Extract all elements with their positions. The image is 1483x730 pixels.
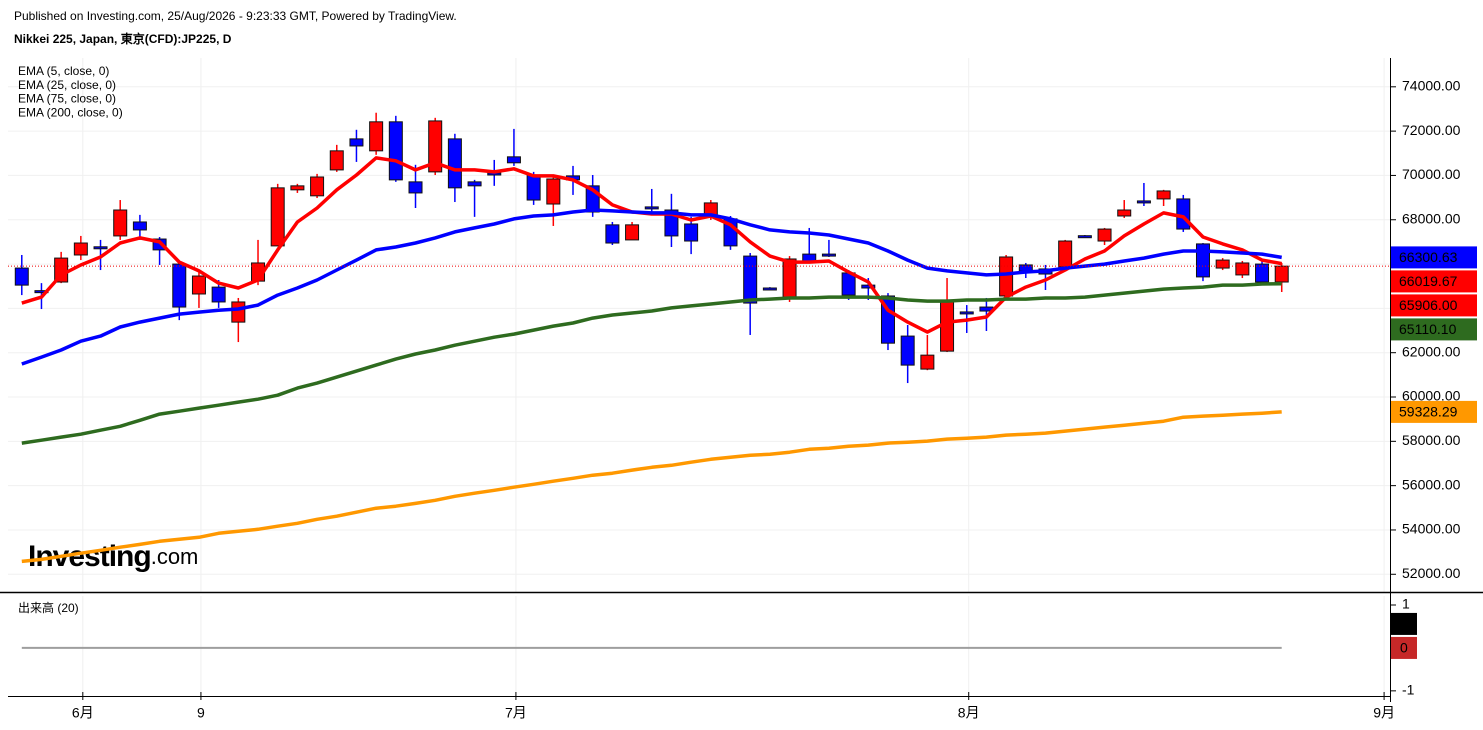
y-tick-label: 58000.00 [1402, 432, 1461, 448]
candle-body [605, 224, 620, 244]
candle-body [132, 221, 147, 231]
candle-body [93, 246, 108, 250]
legend-entry: EMA (25, close, 0) [18, 78, 116, 92]
candle-body [1077, 235, 1092, 239]
ema-line [21, 282, 1282, 445]
candle-body [211, 286, 226, 303]
candle-body [447, 138, 462, 189]
y-tick-label: 68000.00 [1402, 210, 1461, 226]
x-tick-label: 6月 [72, 705, 94, 721]
candle-body [1136, 200, 1151, 204]
candle-body [1195, 243, 1210, 278]
candle-body [172, 263, 187, 308]
volume-y-tick-label: 1 [1402, 596, 1410, 612]
value-box-label: 65110.10 [1399, 321, 1457, 337]
legend-entry: EMA (75, close, 0) [18, 92, 116, 106]
candle-body [999, 256, 1014, 297]
candle-body [467, 181, 482, 187]
value-box-label: 66019.67 [1399, 273, 1458, 289]
candle-body [821, 253, 836, 257]
candle-body [1274, 265, 1289, 283]
candle-body [684, 223, 699, 242]
value-box [1391, 270, 1477, 293]
x-tick-label: 9 [197, 705, 205, 721]
candle-body [782, 258, 797, 298]
x-tick-label: 9月 [1373, 705, 1395, 721]
value-box-label: 66300.63 [1399, 249, 1458, 265]
candle-body [73, 242, 88, 256]
y-tick-label: 70000.00 [1402, 166, 1461, 182]
candle-body [644, 206, 659, 210]
candle-body [1117, 209, 1132, 217]
legend-entry: EMA (5, close, 0) [18, 64, 109, 78]
volume-value-box [1391, 612, 1417, 635]
value-box [1391, 400, 1477, 423]
candle-body [546, 178, 561, 205]
y-tick-label: 60000.00 [1402, 388, 1461, 404]
candle-body [1156, 190, 1171, 200]
chart-title: Nikkei 225, Japan, 東京(CFD):JP225, D [14, 31, 232, 46]
candle-body [1058, 240, 1073, 268]
ema-line [21, 208, 1282, 366]
candle-body [959, 311, 974, 315]
value-box [1391, 318, 1477, 341]
candle-body [152, 238, 167, 251]
published: Published on Investing.com, 25/Aug/2026 … [14, 9, 457, 23]
candle-body [920, 354, 935, 370]
candle-body [14, 267, 29, 286]
y-tick-label: 52000.00 [1402, 565, 1461, 581]
candle-body [290, 185, 305, 191]
value-box-label: 59328.29 [1399, 404, 1458, 420]
volume-y-tick-label: -1 [1402, 682, 1415, 698]
grid [8, 58, 1390, 696]
y-tick-label: 62000.00 [1402, 343, 1461, 359]
x-tick-label: 8月 [958, 705, 980, 721]
value-box [1391, 246, 1477, 269]
volume-value-label: 0 [1400, 616, 1408, 632]
candle-body [526, 174, 541, 201]
candle-body [1235, 262, 1250, 276]
candle-body [329, 150, 344, 171]
candle-body [408, 181, 423, 194]
candle-body [1215, 259, 1230, 269]
y-tick-label: 74000.00 [1402, 78, 1461, 94]
candle-body [270, 187, 285, 247]
value-box [1391, 294, 1477, 317]
candle-body [349, 138, 364, 147]
x-tick-label: 7月 [505, 705, 527, 721]
candle-body [191, 275, 206, 295]
candle-body [1176, 198, 1191, 230]
candle-body [743, 255, 758, 304]
candle-body [231, 301, 246, 323]
labels: 52000.00 54000.00 56000.00 58000.00 60000.00… [18, 64, 1477, 721]
volume-title: 出来高 (20) [18, 600, 79, 615]
value-box-label: 65906.00 [1399, 297, 1458, 313]
candle-body [625, 224, 640, 241]
legend-entry: EMA (200, close, 0) [18, 105, 123, 119]
candle-body [113, 209, 128, 237]
candle-body [310, 176, 325, 197]
ema-line [21, 410, 1282, 564]
candle-body [388, 121, 403, 181]
candle-body [900, 335, 915, 366]
candle-body [369, 121, 384, 152]
candle-body [861, 284, 876, 289]
volume-value-box [1391, 636, 1417, 659]
marks [8, 112, 1390, 649]
y-tick-label: 54000.00 [1402, 521, 1461, 537]
watermark-suffix: .com [151, 544, 199, 569]
candle-body [762, 287, 777, 291]
y-tick-label: 56000.00 [1402, 476, 1461, 492]
candle-body [1097, 228, 1112, 242]
candle-body [428, 120, 443, 173]
candle-body [1255, 263, 1270, 283]
y-tick-label: 72000.00 [1402, 122, 1461, 138]
volume-value-label: 0 [1400, 640, 1408, 656]
candle-body [506, 156, 521, 164]
